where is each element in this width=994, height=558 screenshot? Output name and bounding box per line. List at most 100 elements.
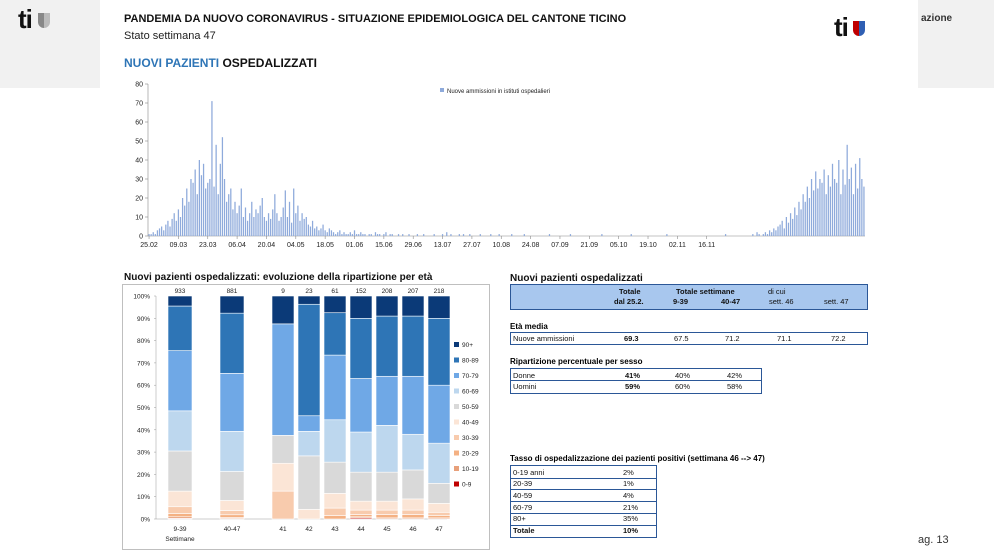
x-tick-label: 20.04 [258,242,276,249]
admission-bar [171,218,173,236]
admission-bar [762,234,764,236]
sesso-divider [511,380,761,381]
admission-bar [416,234,419,236]
legend-swatch [454,450,459,456]
age-segment [167,450,193,492]
hdr-totale: Totale [619,287,641,296]
admission-bar [821,182,823,236]
y-tick-label: 20% [137,472,150,479]
admission-bar [859,158,861,236]
admission-bar [192,182,194,236]
category-label: 45 [383,526,391,533]
admission-bar [322,224,324,236]
admission-bar [194,169,196,236]
age-segment [167,513,193,518]
legend-label: 90+ [462,342,473,349]
admission-bar [223,179,226,236]
age-segment [323,493,347,509]
admission-bar [630,234,632,236]
y-tick-label: 40 [135,158,143,165]
admission-bar [798,201,800,236]
admission-bar [230,188,232,236]
legend-label: Nuove ammissioni in istituti ospedalieri [447,89,550,95]
admission-bar [423,234,425,236]
admission-bar [806,186,808,236]
age-segment [219,373,245,432]
admission-bar [479,234,481,236]
admission-bar [148,234,150,236]
admission-bar [842,169,844,236]
x-tick-label: 09.03 [170,242,188,249]
admission-bar [800,209,802,236]
total-label: 9 [281,288,285,295]
age-segment [219,514,245,518]
admission-bar [789,213,792,236]
admission-bar [339,230,341,236]
admission-bar [368,234,370,236]
logo-left: ti [18,4,51,35]
x-tick-label: 15.06 [375,242,393,249]
admission-bar [307,224,310,236]
age-segment [349,514,373,518]
admission-bar [666,234,668,236]
admission-bar [257,213,259,236]
admission-bar [213,186,215,236]
admission-bar [779,224,781,236]
hdr-9-39: 9-39 [673,297,689,306]
y-tick-label: 60 [135,120,143,127]
tasso-table: 0-19 anni 2% 20-39 1% 40-59 4% 60-79 21% 80+ 35% T… [510,465,657,538]
x-tick-label: 02.11 [669,242,686,249]
age-segment [219,471,245,501]
age-segment [375,315,399,377]
admission-bar [255,209,257,236]
legend-swatch [440,88,444,92]
y-tick-label: 0 [139,234,143,241]
admission-bar [330,230,333,236]
x-tick-label: 21.09 [581,242,599,249]
admission-bar [249,213,251,236]
age-segment [427,442,451,484]
age-segment [323,515,347,520]
admission-bar [379,234,381,236]
sesso-table: Donne 41% 40% 42% Uomini 59% 60% 58% [510,368,762,394]
tasso-divider [511,501,656,503]
admission-bar [848,179,850,236]
admission-bar [198,160,200,236]
age-segment [401,433,425,471]
age-segment [427,515,451,519]
admission-bar [764,232,767,236]
admission-bar [347,234,349,236]
admission-bar [783,228,785,236]
admission-bar [299,220,301,236]
admission-bar [838,160,840,236]
x-tick-label: 01.06 [346,242,364,249]
age-segment [427,295,451,319]
category-label: 46 [409,526,417,533]
age-segment [219,431,245,472]
admission-bar [796,215,798,236]
hdr-dicui: di cui [768,287,786,296]
total-label: 61 [331,288,339,295]
admission-bar [288,201,291,236]
admission-bar [332,232,335,236]
admission-bar [854,163,857,236]
admission-bar [246,220,249,236]
age-segment [219,500,245,511]
admission-bar [286,217,289,236]
admission-bar [276,213,278,236]
age-segment [219,295,245,314]
x-tick-label: 19.10 [639,242,657,249]
admission-bar [282,207,284,236]
admission-bar [810,179,813,236]
admission-bar [343,232,345,236]
sesso-row-value: 58% [727,382,743,391]
admission-bar [154,234,156,236]
legend-swatch [454,357,459,363]
admission-bar [817,188,819,236]
hdr-dal: dal 25.2. [614,297,644,306]
x-tick-label: 10.08 [492,242,510,249]
hdr-40-47: 40-47 [721,297,741,306]
admission-bar [861,179,863,236]
admission-bar [156,230,159,236]
admission-bar [787,222,790,236]
